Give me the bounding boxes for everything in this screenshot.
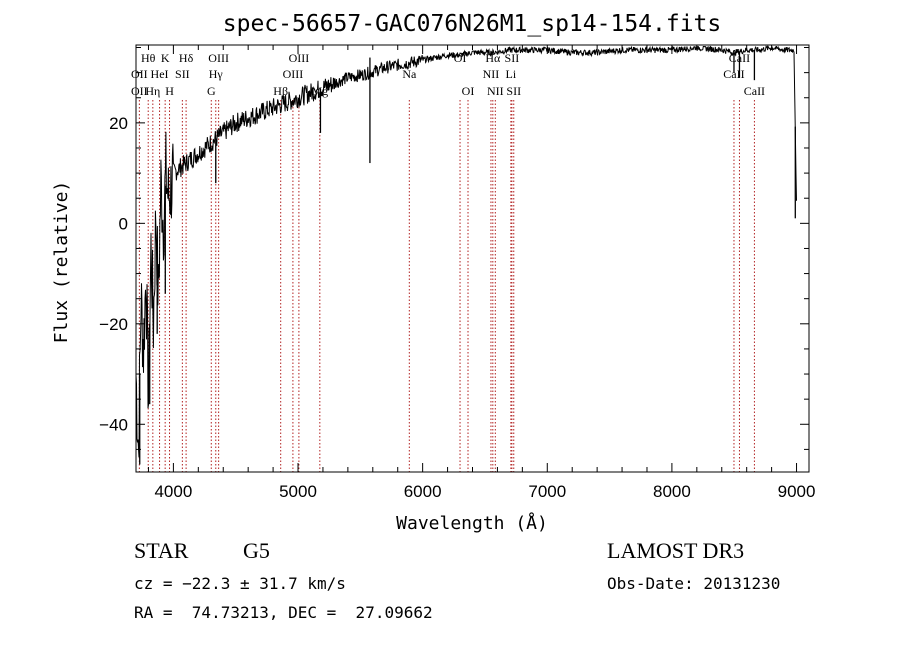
redshift-readout: cz = −22.3 ± 31.7 km/s	[134, 574, 346, 593]
survey-name: LAMOST DR3	[607, 538, 745, 563]
x-axis-label: Wavelength (Å)	[396, 512, 548, 534]
line-label: OIII	[289, 51, 310, 65]
y-axis: −40 −20 0 20	[99, 47, 809, 450]
line-label: Na	[402, 67, 417, 81]
y-tick-label: 0	[119, 214, 128, 233]
y-axis-label: Flux (relative)	[51, 181, 72, 344]
spectrum-line	[135, 45, 797, 458]
x-tick-label: 5000	[279, 482, 317, 501]
line-label: Li	[506, 67, 517, 81]
emission-absorption-line-markers: HθOIIOIIHηKHeIHSIIHδOIIIHγGHβOIIIOIIIMgN…	[131, 51, 765, 472]
line-label: Hδ	[179, 51, 194, 65]
line-label: OII	[131, 84, 148, 98]
line-label: OIII	[283, 67, 304, 81]
line-label: OII	[131, 67, 148, 81]
line-label: H	[165, 84, 174, 98]
line-label: K	[161, 51, 170, 65]
line-label: OI	[462, 84, 475, 98]
x-axis: 4000 5000 6000 7000 8000 9000	[147, 45, 816, 501]
line-label: NII	[487, 84, 504, 98]
line-label: CaII	[744, 84, 765, 98]
spectrum-layer	[135, 45, 797, 465]
line-label: Hγ	[209, 67, 224, 81]
line-label: Hη	[145, 84, 160, 98]
object-subclass: G5	[243, 538, 270, 563]
x-tick-label: 8000	[653, 482, 691, 501]
line-label: NII	[483, 67, 500, 81]
x-tick-label: 6000	[404, 482, 442, 501]
line-label: SII	[175, 67, 190, 81]
line-label: Hβ	[273, 84, 288, 98]
line-label: Hθ	[141, 51, 156, 65]
plot-frame	[135, 44, 810, 473]
x-tick-label: 9000	[778, 482, 816, 501]
line-label: SII	[506, 84, 521, 98]
line-label: OIII	[208, 51, 229, 65]
y-tick-label: 20	[109, 114, 128, 133]
sky-coordinates: RA = 74.73213, DEC = 27.09662	[134, 603, 433, 622]
y-tick-label: −40	[99, 415, 128, 434]
line-label: HeI	[151, 67, 169, 81]
x-tick-label: 7000	[528, 482, 566, 501]
y-tick-label: −20	[99, 315, 128, 334]
line-label: G	[207, 84, 216, 98]
observation-date: Obs-Date: 20131230	[607, 574, 781, 593]
object-class: STAR	[134, 538, 189, 563]
x-tick-label: 4000	[154, 482, 192, 501]
line-label: SII	[505, 51, 520, 65]
chart-title: spec-56657-GAC076N26M1_sp14-154.fits	[223, 11, 722, 37]
